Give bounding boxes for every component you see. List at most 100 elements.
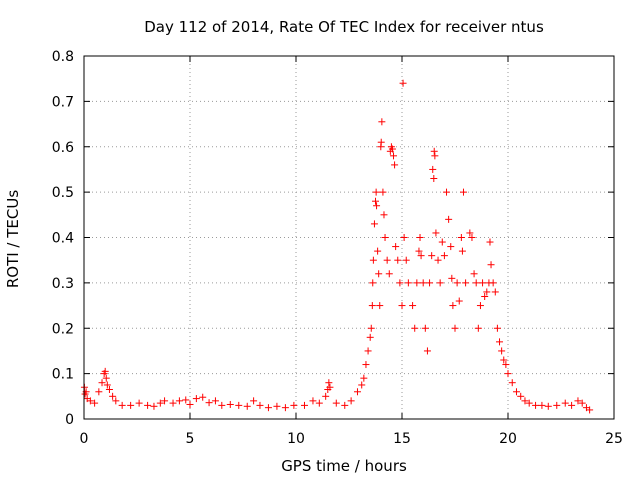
data-point	[102, 374, 110, 382]
y-tick-label: 0.2	[52, 321, 74, 337]
data-point	[508, 379, 516, 387]
data-point	[468, 234, 476, 241]
data-point	[502, 361, 510, 369]
data-point	[413, 279, 421, 287]
data-point	[445, 215, 453, 223]
data-point	[525, 399, 533, 407]
data-point	[226, 400, 234, 408]
data-point	[409, 302, 417, 310]
data-point	[150, 402, 158, 410]
data-point	[416, 234, 424, 241]
y-tick-label: 0.1	[52, 367, 74, 383]
data-point	[380, 211, 388, 219]
data-point	[417, 252, 425, 260]
data-point	[544, 402, 552, 410]
data-point	[447, 243, 455, 251]
y-tick-label: 0.7	[52, 94, 74, 110]
data-point	[218, 401, 226, 409]
axis-ticks: 0 5 10 15 20 25 0 0.1 0.2 0.3 0.4 0.5 0.6 0.7 0.8	[52, 49, 623, 447]
data-point	[440, 252, 448, 260]
x-tick-label: 15	[393, 431, 411, 447]
data-point	[250, 397, 258, 405]
data-points	[80, 79, 594, 414]
y-tick-label: 0.4	[52, 231, 74, 247]
data-point	[453, 279, 461, 287]
data-point	[448, 274, 456, 282]
data-point	[256, 401, 264, 409]
data-point	[118, 401, 126, 409]
data-point	[402, 256, 410, 264]
data-point	[434, 256, 442, 264]
y-tick-label: 0.5	[52, 185, 74, 201]
data-point	[135, 399, 143, 407]
data-point	[483, 288, 491, 296]
data-point	[517, 392, 525, 400]
data-point	[273, 402, 281, 410]
y-tick-label: 0.6	[52, 140, 74, 156]
data-point	[326, 383, 334, 391]
data-point	[436, 279, 444, 287]
data-point	[370, 220, 378, 228]
data-point	[586, 406, 594, 414]
x-tick-label: 25	[605, 431, 623, 447]
data-point	[421, 324, 429, 332]
data-point	[156, 399, 164, 407]
chart-title: Day 112 of 2014, Rate Of TEC Index for r…	[144, 18, 544, 36]
data-point	[392, 243, 400, 251]
data-point	[235, 401, 243, 409]
data-point	[199, 393, 207, 401]
data-point	[472, 279, 480, 287]
data-point	[496, 338, 504, 346]
data-point	[388, 145, 396, 153]
data-point	[455, 297, 463, 305]
data-point	[504, 370, 512, 378]
data-point	[470, 270, 478, 278]
data-point	[300, 401, 308, 409]
data-point	[379, 188, 387, 196]
data-point	[376, 302, 384, 310]
data-point	[372, 197, 379, 205]
data-point	[91, 399, 99, 407]
data-point	[372, 188, 380, 196]
data-point	[438, 238, 446, 246]
y-tick-label: 0.3	[52, 276, 74, 292]
data-point	[369, 256, 377, 264]
data-point	[322, 392, 330, 400]
data-point	[474, 324, 482, 332]
data-point	[426, 279, 434, 287]
data-point	[399, 79, 407, 87]
data-point	[211, 397, 219, 405]
data-point	[479, 279, 487, 287]
data-point	[281, 404, 289, 412]
data-point	[521, 397, 529, 405]
data-point	[512, 388, 520, 396]
data-point	[325, 379, 333, 387]
data-point	[432, 229, 440, 237]
data-point	[112, 397, 120, 405]
data-point	[332, 399, 340, 407]
data-point	[109, 392, 117, 400]
data-point	[451, 324, 459, 332]
y-axis-label: ROTI / TECUs	[4, 190, 22, 288]
data-point	[578, 399, 586, 407]
data-point	[466, 229, 474, 237]
data-point	[411, 324, 419, 332]
data-point	[374, 247, 382, 255]
data-point	[98, 379, 106, 387]
data-point	[400, 234, 408, 241]
data-point	[161, 397, 169, 405]
data-point	[487, 261, 495, 269]
data-point	[101, 367, 109, 375]
data-point	[341, 401, 349, 409]
data-point	[186, 400, 194, 408]
data-point	[428, 252, 436, 260]
data-point	[368, 302, 376, 310]
data-point	[561, 399, 569, 407]
data-point	[377, 138, 385, 146]
data-point	[481, 292, 489, 300]
data-point	[459, 188, 467, 196]
data-point	[169, 399, 177, 407]
data-point	[95, 388, 103, 396]
data-point	[458, 247, 466, 255]
data-point	[419, 279, 427, 287]
